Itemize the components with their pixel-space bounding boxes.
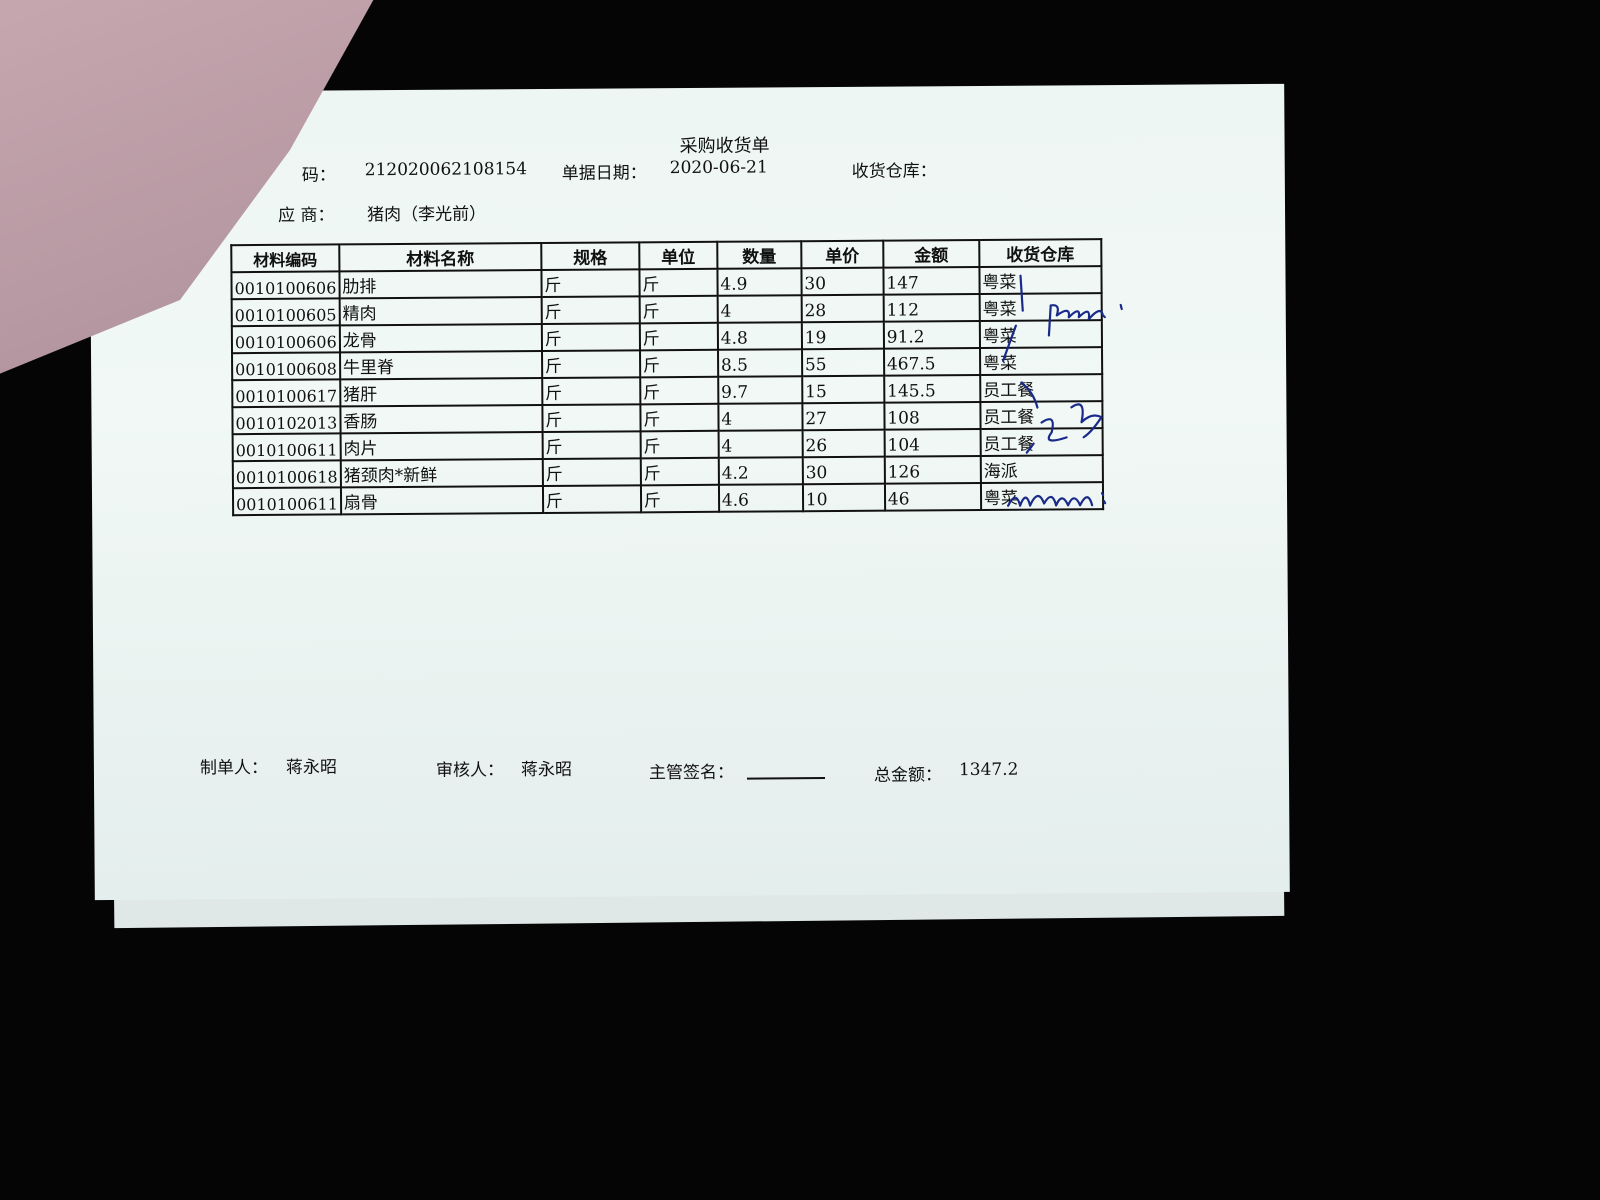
maker-label: 制单人： — [199, 757, 268, 779]
table-cell: 30 — [801, 267, 884, 296]
table-cell: 0010100606 — [231, 271, 340, 300]
supplier-label: 应 商： — [277, 205, 335, 226]
table-cell: 斤 — [541, 269, 640, 298]
doc-date: 2020-06-21 — [669, 157, 768, 179]
table-cell: 0010100611 — [232, 487, 341, 516]
table-cell: 粤菜 — [979, 266, 1102, 294]
table-cell: 精肉 — [339, 297, 542, 326]
table-cell: 斤 — [541, 323, 640, 352]
table-cell: 斤 — [541, 350, 640, 379]
table-cell: 30 — [802, 456, 885, 485]
table-cell: 4.8 — [717, 322, 802, 350]
table-cell: 4.6 — [718, 484, 803, 512]
column-header: 单价 — [801, 240, 884, 269]
column-header: 金额 — [883, 239, 980, 268]
column-header: 单位 — [639, 241, 718, 270]
table-cell: 斤 — [639, 268, 718, 297]
table-cell: 4 — [717, 295, 802, 323]
maker: 蒋永昭 — [285, 757, 337, 778]
table-cell: 4.2 — [718, 457, 803, 485]
table-cell: 斤 — [542, 458, 641, 487]
table-cell: 145.5 — [883, 374, 981, 403]
table-cell: 28 — [801, 294, 884, 323]
table-cell: 108 — [884, 401, 981, 430]
table-cell: 55 — [801, 348, 884, 377]
table-cell: 粤菜 — [979, 293, 1102, 321]
table-cell: 粤菜 — [979, 320, 1102, 348]
table-cell: 26 — [802, 429, 885, 458]
table-cell: 9.7 — [717, 376, 803, 404]
table-cell: 斤 — [640, 403, 719, 432]
document-title: 采购收货单 — [679, 135, 770, 158]
table-cell: 0010100605 — [231, 298, 340, 327]
supplier: 猪肉（李光前） — [366, 204, 487, 226]
doc-no-label: 码： — [301, 165, 336, 186]
signature-line — [746, 777, 826, 780]
table-cell: 猪颈肉*新鲜 — [340, 459, 543, 488]
table-cell: 斤 — [639, 376, 719, 405]
table-cell: 4.9 — [717, 268, 802, 296]
table-cell: 467.5 — [883, 347, 980, 376]
table-cell: 0010102013 — [232, 406, 341, 435]
table-cell: 0010100606 — [231, 325, 340, 354]
table-cell: 员工餐 — [979, 374, 1103, 402]
table-cell: 10 — [802, 483, 885, 512]
table-cell: 147 — [883, 266, 980, 295]
date-label: 单据日期： — [561, 163, 647, 184]
table-cell: 斤 — [542, 485, 641, 514]
table-cell: 27 — [802, 402, 885, 431]
doc-no: 212020062108154 — [364, 159, 528, 181]
receipt-document: 采购收货单 码： 212020062108154 单据日期： 2020-06-2… — [89, 83, 1290, 901]
table-cell: 19 — [801, 321, 884, 350]
table-cell: 扇骨 — [340, 486, 543, 515]
table-cell: 粤菜 — [979, 347, 1102, 375]
column-header: 收货仓库 — [979, 239, 1102, 267]
supervisor-label: 主管签名： — [648, 762, 735, 784]
table-cell: 香肠 — [340, 405, 543, 434]
table-cell: 4 — [718, 430, 803, 458]
table-cell: 4 — [718, 403, 803, 431]
table-cell: 46 — [884, 482, 981, 511]
total-label: 总金额： — [873, 765, 943, 786]
table-cell: 肋排 — [339, 270, 542, 299]
table-cell: 粤菜 — [980, 482, 1103, 510]
table-cell: 斤 — [542, 431, 641, 460]
table-cell: 猪肝 — [340, 378, 543, 407]
table-cell: 斤 — [639, 349, 718, 378]
table-cell: 0010100617 — [232, 379, 341, 408]
table-cell: 0010100608 — [232, 352, 341, 381]
table-cell: 斤 — [541, 377, 641, 406]
table-cell: 112 — [883, 293, 980, 322]
table-cell: 斤 — [640, 430, 719, 459]
table-cell: 0010100611 — [232, 433, 341, 462]
items-table: 材料编码 材料名称 规格 单位 数量 单价 金额 收货仓库 0010100606 肋排斤斤 4.9… — [230, 238, 1104, 516]
table-cell: 员工餐 — [980, 428, 1103, 456]
column-header: 材料名称 — [339, 243, 542, 272]
warehouse-label: 收货仓库： — [851, 161, 937, 182]
table-cell: 斤 — [542, 404, 641, 433]
column-header: 规格 — [541, 242, 640, 271]
table-cell: 斤 — [541, 296, 640, 325]
table-cell: 91.2 — [883, 320, 980, 349]
table-cell: 15 — [801, 375, 885, 404]
column-header: 数量 — [717, 241, 802, 269]
reviewer: 蒋永昭 — [520, 759, 573, 781]
table-row: 0010100611 扇骨斤斤 4.6 10 46 粤菜 — [232, 482, 1103, 516]
table-cell: 斤 — [640, 457, 719, 486]
total-amount: 1347.2 — [958, 759, 1019, 781]
table-cell: 肉片 — [340, 432, 543, 461]
table-cell: 8.5 — [717, 349, 802, 377]
table-cell: 斤 — [639, 322, 718, 351]
table-cell: 104 — [884, 428, 981, 457]
table-cell: 牛里脊 — [339, 351, 542, 380]
column-header: 材料编码 — [231, 244, 340, 273]
table-cell: 员工餐 — [980, 401, 1103, 429]
reviewer-label: 审核人： — [435, 760, 505, 781]
table-cell: 0010100618 — [232, 460, 341, 489]
table-cell: 斤 — [639, 295, 718, 324]
table-cell: 126 — [884, 455, 981, 484]
table-cell: 斤 — [640, 484, 719, 513]
table-cell: 龙骨 — [339, 324, 542, 353]
table-cell: 海派 — [980, 455, 1103, 483]
